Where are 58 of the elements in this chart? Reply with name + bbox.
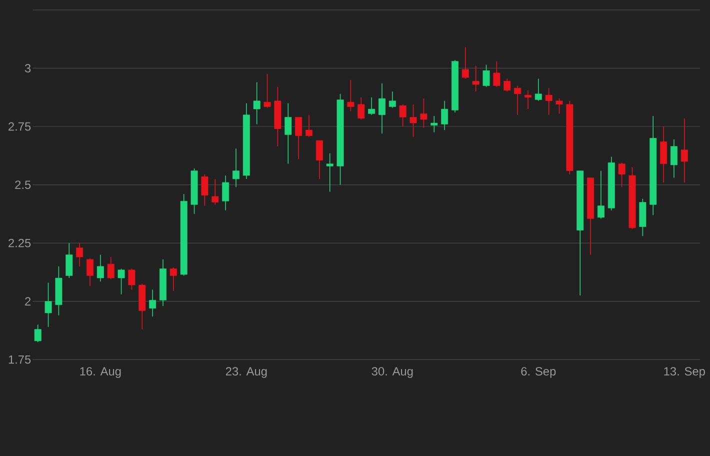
candlestick	[232, 148, 240, 188]
candlestick	[66, 242, 73, 278]
candlestick	[96, 254, 104, 282]
candlestick	[44, 282, 52, 328]
candlestick	[212, 178, 219, 205]
candlestick	[556, 98, 563, 114]
candlestick	[86, 258, 94, 286]
candlestick	[34, 324, 42, 342]
candlestick	[368, 96, 376, 116]
candlestick	[316, 140, 323, 180]
candlestick	[680, 118, 688, 183]
candlestick	[358, 96, 365, 120]
candlestick	[128, 268, 136, 290]
candlestick	[118, 268, 125, 295]
candlestick	[264, 74, 271, 108]
candlestick	[430, 116, 438, 133]
candlestick	[441, 100, 448, 130]
x-tick-label: 13. Sep	[664, 366, 705, 378]
candlestick	[618, 162, 626, 188]
candlestick	[284, 102, 292, 164]
candlestick	[514, 85, 522, 116]
x-tick-label: 30. Aug	[372, 366, 413, 378]
y-tick-label: 2	[25, 297, 31, 306]
x-tick-label: 16. Aug	[80, 366, 121, 378]
candlestick	[347, 79, 354, 112]
y-tick-label: 2.75	[8, 122, 31, 131]
candlestick	[149, 289, 156, 317]
candlestick	[253, 82, 260, 124]
y-tick-label: 3	[24, 64, 31, 72]
candlestick	[295, 116, 302, 160]
candlestick	[545, 88, 552, 116]
candlestick	[76, 242, 84, 267]
y-tick-label: 2.5	[15, 180, 31, 189]
candlestick	[201, 174, 208, 206]
candlestick	[482, 64, 490, 88]
y-tick-label: 2.25	[8, 238, 31, 248]
candlestick	[462, 46, 469, 80]
candlestick	[472, 65, 480, 92]
x-tick-label: 23. Aug	[226, 366, 267, 378]
candlestick	[524, 90, 532, 110]
candlestick	[378, 82, 386, 134]
candlestick	[399, 104, 406, 127]
candlestick	[170, 267, 177, 292]
candlestick	[504, 78, 511, 92]
y-tick-label: 1.75	[8, 355, 31, 364]
candlestick	[107, 256, 114, 280]
candlestick	[222, 174, 230, 211]
candlestick	[420, 98, 428, 128]
candlestick	[670, 138, 678, 178]
candlestick	[534, 78, 542, 102]
candlestick	[410, 104, 417, 138]
candlestick	[326, 152, 334, 192]
candlestick	[306, 114, 312, 138]
x-tick-label: 6. Sep	[521, 366, 556, 378]
candlestick	[660, 126, 668, 183]
candlestick	[597, 170, 604, 219]
candlestick	[388, 91, 396, 108]
candlestick	[493, 60, 500, 88]
